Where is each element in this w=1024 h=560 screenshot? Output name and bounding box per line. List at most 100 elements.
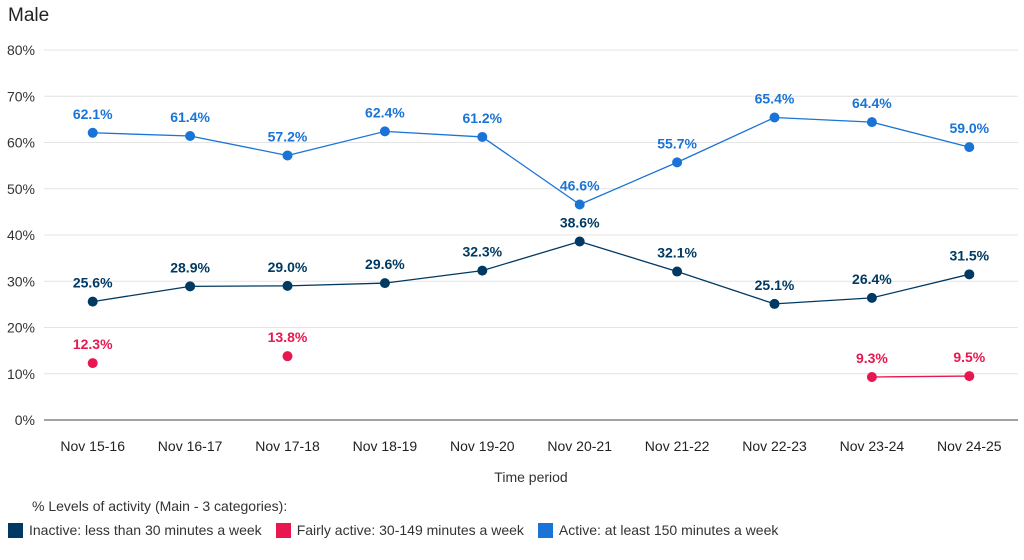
data-point-active[interactable] [964,142,975,153]
data-point-inactive[interactable] [964,269,975,280]
data-point-active[interactable] [185,131,196,142]
legend: Inactive: less than 30 minutes a week Fa… [8,522,792,538]
data-point-active[interactable] [477,131,488,142]
legend-item-active[interactable]: Active: at least 150 minutes a week [537,522,779,538]
x-tick-label: Nov 17-18 [255,438,320,454]
y-axis-ticks: 0% 10% 20% 30% 40% 50% 60% 70% 80% [7,42,35,428]
series-line-inactive [676,270,775,305]
y-tick-label: 0% [15,412,35,428]
data-point-active[interactable] [379,126,390,137]
data-label-active: 64.4% [852,95,892,111]
data-label-inactive: 29.6% [365,256,405,272]
x-tick-label: Nov 20-21 [547,438,612,454]
legend-label-active: Active: at least 150 minutes a week [558,522,779,538]
data-label-inactive: 32.1% [657,245,697,261]
data-label-fairly-active: 12.3% [73,336,113,352]
series-line-active [579,161,678,206]
data-label-active: 65.4% [755,91,795,107]
series-line-inactive [92,285,191,303]
series-line-active [189,135,288,157]
series-line-inactive [579,240,678,273]
legend-item-inactive[interactable]: Inactive: less than 30 minutes a week [8,522,262,538]
data-label-active: 61.4% [170,109,210,125]
data-label-active: 55.7% [657,135,697,151]
legend-swatch-fairly-active [275,522,291,538]
series-line-inactive [482,240,580,272]
data-point-inactive[interactable] [379,278,390,289]
y-tick-label: 60% [7,135,35,151]
data-label-active: 61.2% [462,110,502,126]
data-point-active[interactable] [574,199,585,210]
data-point-inactive[interactable] [672,266,683,277]
series-line-active [871,121,970,148]
data-point-active[interactable] [769,112,780,123]
data-point-fairly-active[interactable] [282,351,293,362]
legend-item-fairly-active[interactable]: Fairly active: 30-149 minutes a week [275,522,524,538]
data-point-inactive[interactable] [282,280,293,291]
x-axis-ticks: Nov 15-16 Nov 16-17 Nov 17-18 Nov 18-19 Nov … [60,438,1001,454]
data-point-inactive[interactable] [574,236,585,247]
x-tick-label: Nov 22-23 [742,438,807,454]
series-line-inactive [871,273,970,299]
series-line-active [287,130,386,157]
data-label-active: 62.4% [365,104,405,120]
legend-swatch-inactive [8,522,23,538]
x-tick-label: Nov 24-25 [937,438,1002,454]
y-tick-label: 30% [7,273,35,289]
series-line-active [92,132,191,137]
data-point-inactive[interactable] [769,298,780,309]
data-point-active[interactable] [282,150,293,161]
data-label-fairly-active: 9.3% [856,350,888,366]
x-tick-label: Nov 15-16 [60,438,125,454]
data-labels: 25.6% 28.9% 29.0% 29.6% 32.3% 38.6% 32.1% 25.1%… [73,91,990,366]
legend-label-inactive: Inactive: less than 30 minutes a week [29,522,262,538]
data-point-inactive[interactable] [185,281,196,292]
series-line-fairly-active [871,375,970,378]
data-label-active: 62.1% [73,106,113,122]
data-label-fairly-active: 13.8% [268,329,308,345]
data-points [87,112,975,382]
data-point-inactive[interactable] [866,292,877,303]
x-tick-label: Nov 23-24 [840,438,905,454]
series-line-active [384,130,483,138]
legend-swatch-active [537,522,553,538]
data-label-inactive: 31.5% [949,247,989,263]
data-point-fairly-active[interactable] [964,371,975,382]
data-point-inactive[interactable] [477,265,488,276]
data-label-active: 59.0% [949,120,989,136]
data-label-inactive: 25.1% [755,277,795,293]
x-tick-label: Nov 16-17 [158,438,223,454]
data-label-fairly-active: 9.5% [953,349,985,365]
data-label-inactive: 38.6% [560,214,600,230]
series-lines [92,116,970,378]
data-point-inactive[interactable] [87,296,98,307]
data-label-active: 57.2% [268,128,308,144]
data-point-active[interactable] [866,117,877,128]
chart-title: Male [8,5,50,26]
y-tick-label: 50% [7,181,35,197]
y-tick-label: 10% [7,366,35,382]
data-label-inactive: 26.4% [852,271,892,287]
series-line-inactive [384,269,483,284]
data-label-inactive: 29.0% [268,259,308,275]
series-line-active [676,116,775,163]
series-line-inactive [287,282,385,287]
data-point-fairly-active[interactable] [866,371,877,382]
gridlines [44,49,1018,421]
legend-title: % Levels of activity (Main - 3 categorie… [32,498,288,514]
data-label-inactive: 32.3% [462,244,502,260]
x-tick-label: Nov 19-20 [450,438,515,454]
legend-label-fairly-active: Fairly active: 30-149 minutes a week [296,522,524,538]
data-point-active[interactable] [672,157,683,168]
data-label-inactive: 25.6% [73,275,113,291]
y-tick-label: 20% [7,320,35,336]
line-chart: 0%10%20%30%40%50%60%70%80% Nov 15-16 Nov … [7,42,1018,485]
x-tick-label: Nov 21-22 [645,438,710,454]
series-line-active [481,136,581,206]
data-label-active: 46.6% [560,177,600,193]
data-label-inactive: 28.9% [170,259,210,275]
y-tick-label: 80% [7,42,35,58]
data-point-fairly-active[interactable] [87,358,98,369]
x-axis-label: Time period [494,469,567,485]
data-point-active[interactable] [87,127,98,138]
